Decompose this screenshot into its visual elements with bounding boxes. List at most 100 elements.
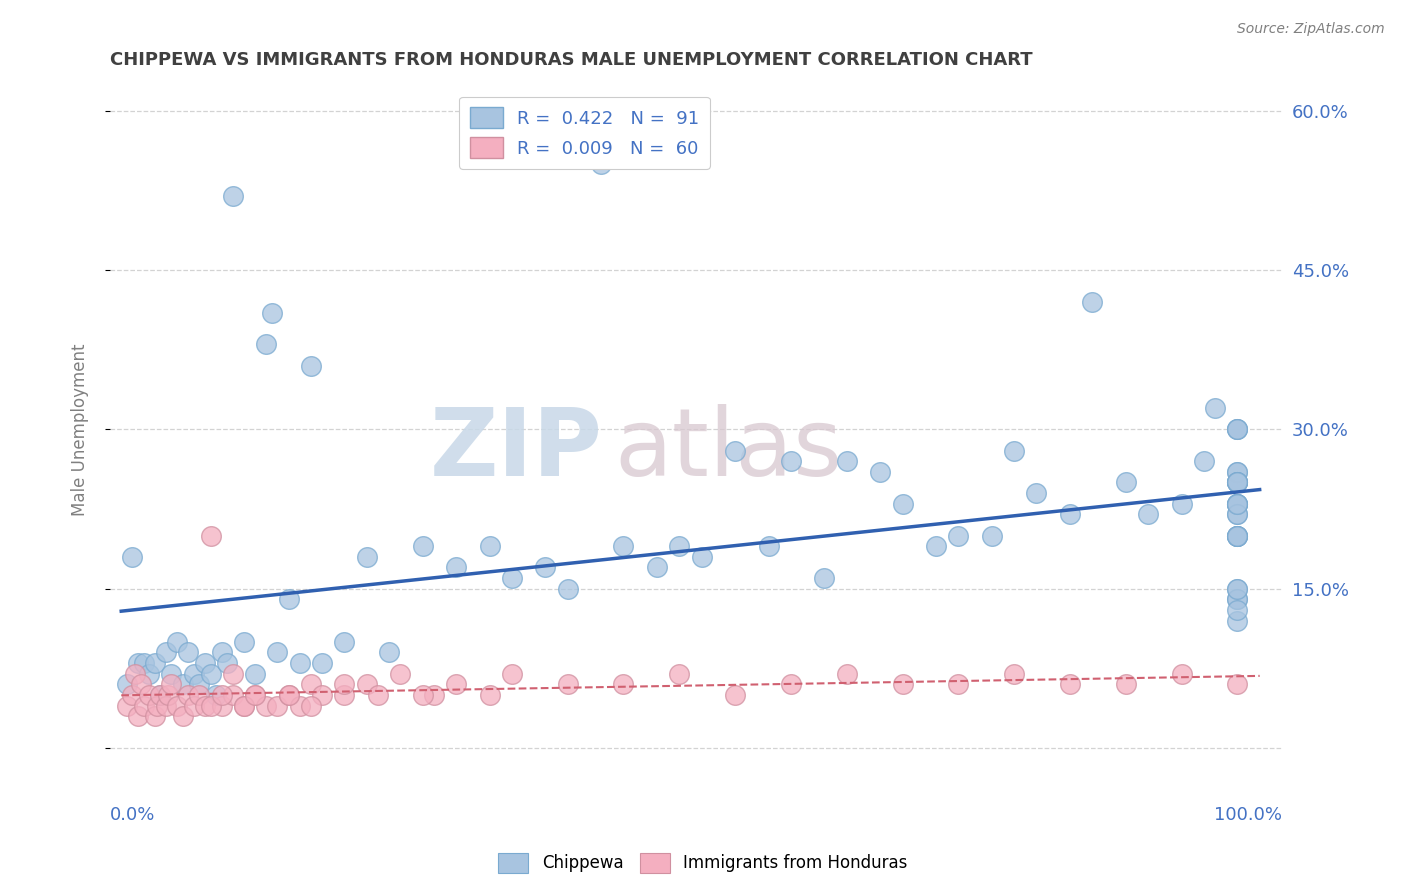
Point (333, 688, 356, 702)
Point (127, 709, 149, 723)
Point (412, 688, 434, 702)
Point (1081, 294, 1104, 309)
Point (288, 698, 311, 713)
Point (891, 677, 914, 691)
Point (1226, 582, 1249, 596)
Point (1226, 614, 1249, 628)
Point (1226, 475, 1249, 490)
Text: 0.0%: 0.0% (110, 805, 156, 823)
Point (1226, 508, 1249, 522)
Point (645, 560, 668, 574)
Point (1226, 465, 1249, 479)
Point (1226, 475, 1249, 490)
Point (311, 688, 333, 702)
Point (1226, 497, 1249, 511)
Point (1226, 603, 1249, 617)
Point (1226, 528, 1249, 542)
Point (177, 645, 200, 659)
Point (1170, 497, 1192, 511)
Point (478, 539, 501, 553)
Point (1115, 475, 1137, 490)
Point (266, 698, 288, 713)
Point (155, 645, 177, 659)
Point (1226, 528, 1249, 542)
Point (1226, 475, 1249, 490)
Point (299, 359, 322, 373)
Point (412, 539, 434, 553)
Point (758, 539, 780, 553)
Point (948, 677, 970, 691)
Point (557, 582, 579, 596)
Point (422, 688, 444, 702)
Point (501, 666, 523, 681)
Point (1226, 497, 1249, 511)
Point (333, 634, 356, 648)
Point (1059, 508, 1081, 522)
Point (172, 709, 194, 723)
Point (1226, 528, 1249, 542)
Point (1115, 677, 1137, 691)
Point (177, 688, 200, 702)
Point (143, 656, 166, 670)
Point (1226, 475, 1249, 490)
Point (1226, 422, 1249, 436)
Point (612, 677, 634, 691)
Point (138, 688, 160, 702)
Point (143, 709, 166, 723)
Point (356, 677, 378, 691)
Point (222, 666, 245, 681)
Point (612, 539, 634, 553)
Point (356, 549, 378, 564)
Point (299, 677, 322, 691)
Point (1226, 582, 1249, 596)
Point (668, 539, 690, 553)
Point (780, 454, 803, 468)
Point (121, 549, 143, 564)
Legend: R =  0.422   N =  91, R =  0.009   N =  60: R = 0.422 N = 91, R = 0.009 N = 60 (460, 96, 710, 169)
Point (233, 634, 256, 648)
Point (1226, 422, 1249, 436)
Point (155, 698, 177, 713)
Point (1226, 592, 1249, 607)
Point (690, 549, 713, 564)
Text: Source: ZipAtlas.com: Source: ZipAtlas.com (1237, 22, 1385, 37)
Point (835, 454, 858, 468)
Point (183, 666, 205, 681)
Point (1226, 677, 1249, 691)
Point (925, 539, 948, 553)
Point (254, 337, 277, 351)
Point (115, 677, 138, 691)
Text: 100.0%: 100.0% (1213, 805, 1282, 823)
Point (217, 656, 239, 670)
Point (277, 688, 299, 702)
Point (172, 677, 194, 691)
Point (501, 571, 523, 585)
Point (233, 698, 256, 713)
Point (115, 698, 138, 713)
Point (1226, 528, 1249, 542)
Point (194, 698, 217, 713)
Point (1170, 666, 1192, 681)
Point (534, 560, 557, 574)
Point (243, 688, 266, 702)
Point (266, 645, 288, 659)
Point (288, 656, 311, 670)
Point (233, 698, 256, 713)
Point (948, 528, 970, 542)
Point (311, 656, 333, 670)
Point (668, 666, 690, 681)
Point (160, 677, 183, 691)
Point (277, 592, 299, 607)
Point (131, 677, 153, 691)
Point (260, 305, 283, 319)
Point (378, 645, 401, 659)
Point (333, 677, 356, 691)
Point (1226, 508, 1249, 522)
Point (211, 698, 233, 713)
Point (200, 528, 222, 542)
Point (1059, 677, 1081, 691)
Point (222, 688, 245, 702)
Point (1226, 475, 1249, 490)
Point (211, 645, 233, 659)
Point (591, 157, 613, 171)
